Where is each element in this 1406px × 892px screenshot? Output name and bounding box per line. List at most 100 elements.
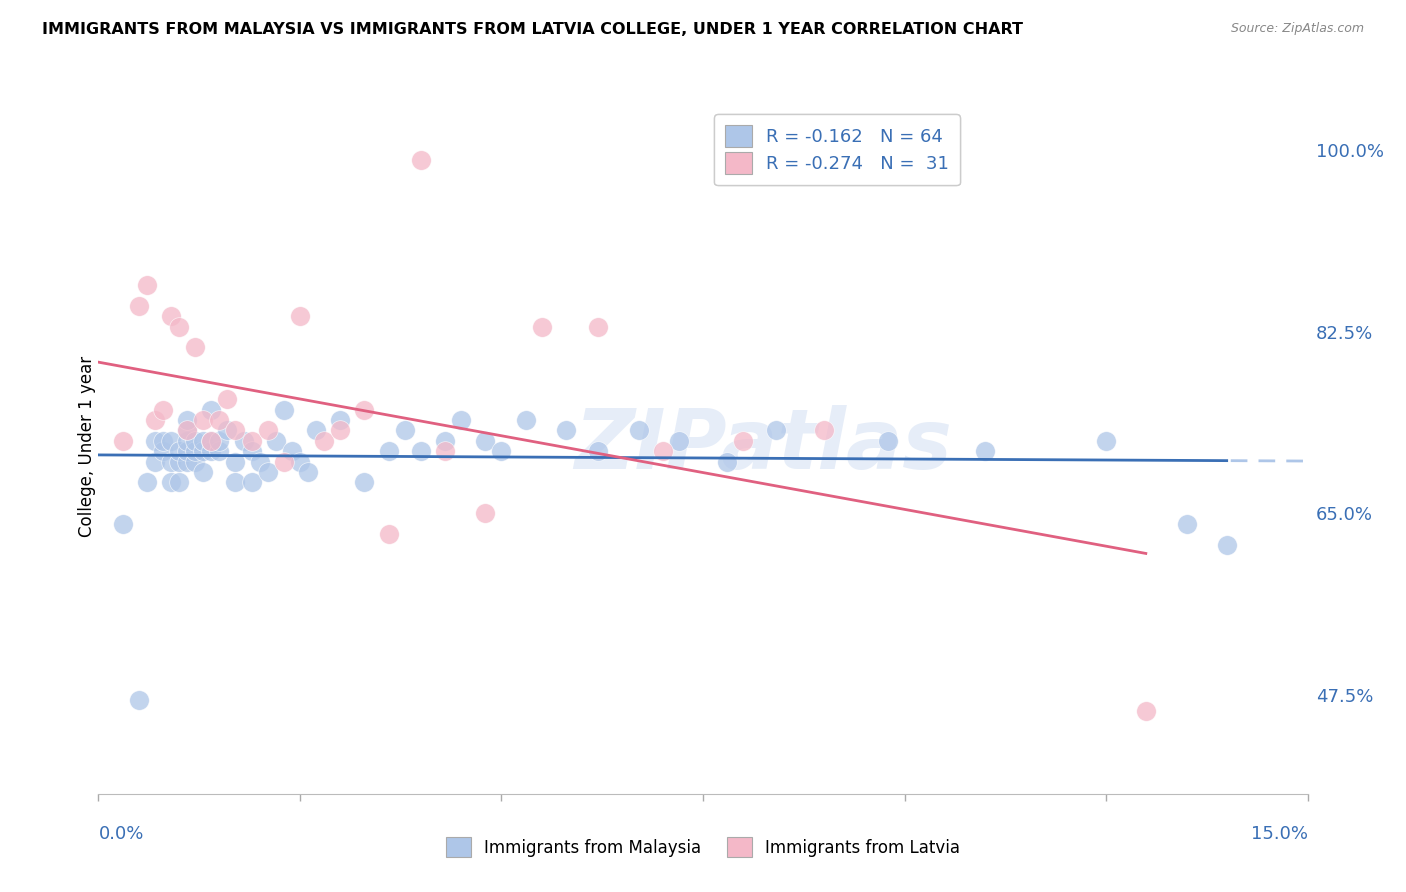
Point [217,424,239,438]
Point [409,153,432,168]
Point [193,413,215,427]
Point [160,309,183,323]
Point [135,475,157,490]
Point [217,392,239,407]
Point [329,413,352,427]
Point [491,444,513,458]
Point [184,444,207,458]
Point [353,402,375,417]
Point [377,527,399,541]
Point [1216,538,1239,552]
Point [135,278,157,293]
Point [176,413,198,427]
Point [143,413,166,427]
Point [143,434,166,448]
Point [200,434,222,448]
Point [167,475,190,490]
Point [555,424,578,438]
Point [152,402,174,417]
Point [224,424,246,438]
Point [530,319,553,334]
Point [627,424,650,438]
Point [434,434,457,448]
Point [515,413,537,427]
Point [193,434,215,448]
Point [1135,704,1157,718]
Point [167,319,190,334]
Text: 15.0%: 15.0% [1250,825,1308,843]
Point [160,454,183,468]
Point [111,516,134,531]
Y-axis label: College, Under 1 year: College, Under 1 year [79,355,96,537]
Point [240,444,263,458]
Point [273,454,295,468]
Point [184,454,207,468]
Point [434,444,457,458]
Legend: Immigrants from Malaysia, Immigrants from Latvia: Immigrants from Malaysia, Immigrants fro… [437,829,969,866]
Point [232,434,254,448]
Point [176,424,198,438]
Point [586,444,609,458]
Point [128,299,150,313]
Point [193,465,215,479]
Point [353,475,375,490]
Point [733,434,755,448]
Point [394,424,416,438]
Point [208,413,231,427]
Point [377,444,399,458]
Point [167,444,190,458]
Point [240,475,263,490]
Point [208,434,231,448]
Point [200,444,222,458]
Point [249,454,271,468]
Point [877,434,900,448]
Point [200,402,222,417]
Point [224,475,246,490]
Text: IMMIGRANTS FROM MALAYSIA VS IMMIGRANTS FROM LATVIA COLLEGE, UNDER 1 YEAR CORRELA: IMMIGRANTS FROM MALAYSIA VS IMMIGRANTS F… [42,22,1024,37]
Point [167,454,190,468]
Point [305,424,328,438]
Point [288,454,311,468]
Point [256,424,278,438]
Point [128,693,150,707]
Point [200,434,222,448]
Point [143,454,166,468]
Point [160,475,183,490]
Point [297,465,319,479]
Point [450,413,472,427]
Point [813,424,835,438]
Point [329,424,352,438]
Point [176,424,198,438]
Point [152,444,174,458]
Point [1095,434,1118,448]
Point [281,444,304,458]
Point [651,444,673,458]
Point [273,402,295,417]
Point [152,434,174,448]
Text: 0.0%: 0.0% [98,825,143,843]
Point [176,444,198,458]
Point [409,444,432,458]
Text: ZIPatlas: ZIPatlas [575,406,952,486]
Point [111,434,134,448]
Point [176,454,198,468]
Point [256,465,278,479]
Point [586,319,609,334]
Point [765,424,787,438]
Point [974,444,997,458]
Point [1175,516,1198,531]
Point [160,434,183,448]
Point [474,507,496,521]
Point [264,434,287,448]
Point [668,434,690,448]
Point [314,434,336,448]
Point [184,434,207,448]
Point [240,434,263,448]
Point [184,340,207,354]
Point [474,434,496,448]
Point [716,454,738,468]
Point [224,454,246,468]
Point [176,434,198,448]
Point [193,444,215,458]
Point [208,444,231,458]
